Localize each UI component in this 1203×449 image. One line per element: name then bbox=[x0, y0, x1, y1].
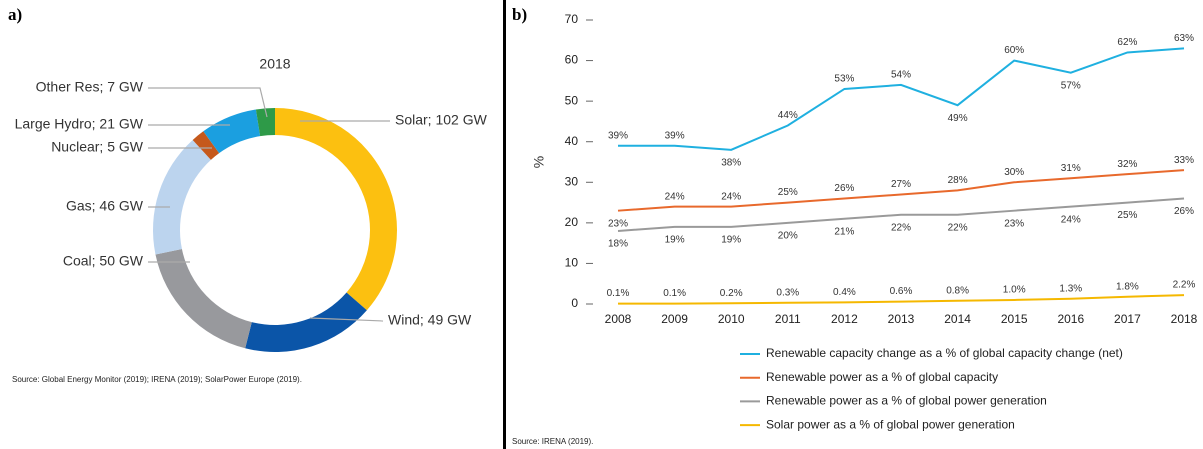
slice-label: Gas; 46 GW bbox=[66, 198, 144, 214]
slice-label: Coal; 50 GW bbox=[63, 253, 144, 269]
data-label: 0.1% bbox=[607, 288, 630, 299]
data-label: 27% bbox=[891, 179, 911, 190]
divider bbox=[503, 0, 506, 449]
legend-label: Renewable power as a % of global capacit… bbox=[766, 370, 998, 384]
pie-slice bbox=[275, 108, 397, 311]
data-label: 31% bbox=[1061, 163, 1081, 174]
data-label: 23% bbox=[1004, 218, 1024, 229]
pie-slice bbox=[192, 131, 220, 160]
y-tick-label: 60 bbox=[565, 53, 579, 67]
y-tick-label: 10 bbox=[565, 256, 579, 270]
pie-slice bbox=[255, 108, 275, 137]
panel-label: a) bbox=[8, 5, 22, 24]
data-label: 25% bbox=[778, 187, 798, 198]
series-line bbox=[617, 197, 1185, 232]
x-tick-label: 2018 bbox=[1171, 312, 1198, 326]
data-label: 0.4% bbox=[833, 287, 856, 298]
data-label: 38% bbox=[721, 157, 741, 168]
data-label: 57% bbox=[1061, 80, 1081, 91]
x-tick-label: 2012 bbox=[831, 312, 858, 326]
data-label: 0.8% bbox=[946, 285, 969, 296]
y-tick-label: 30 bbox=[565, 174, 579, 188]
data-label: 24% bbox=[721, 191, 741, 202]
data-label: 0.1% bbox=[663, 288, 686, 299]
pie-slice bbox=[155, 249, 252, 349]
data-label: 0.6% bbox=[890, 286, 913, 297]
chart-title: 2018 bbox=[259, 56, 290, 72]
legend-label: Renewable power as a % of global power g… bbox=[766, 394, 1047, 408]
leader-line bbox=[148, 87, 268, 118]
leader-line bbox=[309, 317, 384, 322]
legend-label: Solar power as a % of global power gener… bbox=[766, 417, 1015, 431]
panel-label: b) bbox=[512, 5, 527, 24]
y-tick-label: 20 bbox=[565, 215, 579, 229]
pie-slice bbox=[203, 109, 261, 154]
series-line bbox=[618, 47, 1185, 151]
x-tick-label: 2015 bbox=[1001, 312, 1028, 326]
data-label: 26% bbox=[1174, 206, 1194, 217]
source: Source: IRENA (2019). bbox=[512, 437, 593, 446]
data-label: 54% bbox=[891, 70, 911, 81]
data-label: 30% bbox=[1004, 167, 1024, 178]
data-label: 49% bbox=[948, 113, 968, 124]
x-tick-label: 2013 bbox=[888, 312, 915, 326]
slice-label: Nuclear; 5 GW bbox=[51, 139, 144, 155]
x-tick-label: 2014 bbox=[944, 312, 971, 326]
data-label: 0.3% bbox=[776, 287, 799, 298]
data-label: 1.3% bbox=[1059, 283, 1082, 294]
x-tick-label: 2009 bbox=[661, 312, 688, 326]
data-label: 19% bbox=[721, 235, 741, 246]
data-label: 39% bbox=[608, 130, 628, 141]
slice-label: Large Hydro; 21 GW bbox=[15, 116, 144, 132]
y-tick-label: 50 bbox=[565, 93, 579, 107]
data-label: 18% bbox=[608, 239, 628, 250]
data-label: 44% bbox=[778, 110, 798, 121]
x-tick-label: 2010 bbox=[718, 312, 745, 326]
series-line bbox=[617, 169, 1185, 212]
pie-slice bbox=[245, 292, 367, 352]
data-label: 22% bbox=[891, 222, 911, 233]
data-label: 24% bbox=[665, 191, 685, 202]
y-tick-label: 70 bbox=[565, 12, 579, 26]
data-label: 24% bbox=[1061, 214, 1081, 225]
x-tick-label: 2017 bbox=[1114, 312, 1141, 326]
x-tick-label: 2011 bbox=[775, 312, 801, 326]
data-label: 32% bbox=[1117, 159, 1137, 170]
data-label: 19% bbox=[665, 235, 685, 246]
data-label: 26% bbox=[834, 183, 854, 194]
slice-label: Solar; 102 GW bbox=[395, 112, 488, 128]
data-label: 63% bbox=[1174, 33, 1194, 44]
data-label: 23% bbox=[608, 218, 628, 229]
y-tick-label: 0 bbox=[571, 296, 578, 310]
data-label: 39% bbox=[665, 130, 685, 141]
x-tick-label: 2008 bbox=[605, 312, 632, 326]
data-label: 28% bbox=[948, 175, 968, 186]
data-label: 22% bbox=[948, 222, 968, 233]
data-label: 53% bbox=[834, 74, 854, 85]
data-label: 2.2% bbox=[1173, 280, 1196, 291]
x-tick-label: 2016 bbox=[1057, 312, 1084, 326]
data-label: 62% bbox=[1117, 37, 1137, 48]
series-line bbox=[618, 294, 1185, 305]
data-label: 1.0% bbox=[1003, 285, 1026, 296]
data-label: 25% bbox=[1117, 210, 1137, 221]
legend-label: Renewable capacity change as a % of glob… bbox=[766, 346, 1123, 360]
slice-label: Other Res; 7 GW bbox=[36, 79, 144, 95]
slice-label: Wind; 49 GW bbox=[388, 312, 472, 328]
pie-slice bbox=[153, 139, 211, 255]
source: Source: Global Energy Monitor (2019); IR… bbox=[12, 375, 302, 384]
y-tick-label: 40 bbox=[565, 134, 579, 148]
data-label: 20% bbox=[778, 230, 798, 241]
data-label: 21% bbox=[834, 226, 854, 237]
data-label: 33% bbox=[1174, 155, 1194, 166]
data-label: 60% bbox=[1004, 45, 1024, 56]
data-label: 1.8% bbox=[1116, 281, 1139, 292]
y-axis-label: % bbox=[531, 156, 547, 168]
data-label: 0.2% bbox=[720, 288, 743, 299]
